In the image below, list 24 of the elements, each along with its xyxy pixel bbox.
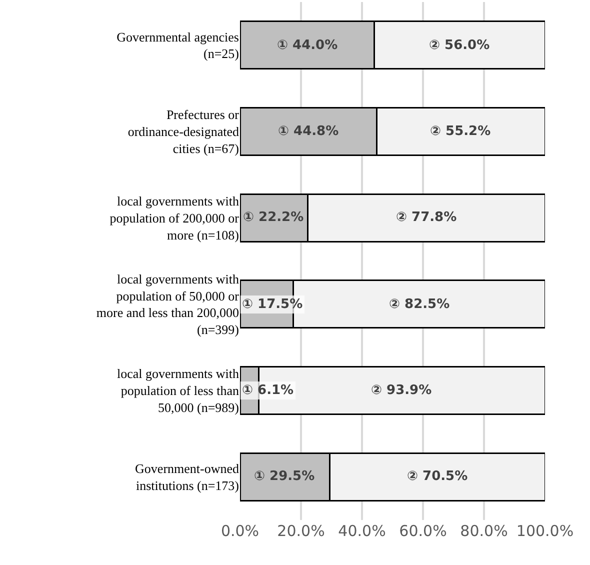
y-tick-label: Government-owned institutions (n=173)	[135, 460, 240, 493]
data-label: ② 56.0%	[429, 38, 490, 53]
data-label: ① 44.8%	[278, 124, 339, 139]
data-label: ② 82.5%	[389, 297, 450, 312]
x-tick-label: 0.0%	[220, 522, 260, 540]
x-tick-label: 40.0%	[338, 522, 386, 540]
data-label: ② 77.8%	[396, 210, 457, 225]
x-tick-label: 60.0%	[399, 522, 447, 540]
x-tick-label: 20.0%	[277, 522, 325, 540]
y-tick-label: Prefectures or ordinance-designated cities (n=67)	[128, 107, 240, 156]
data-label: ② 93.9%	[371, 383, 432, 398]
data-label: ① 22.2%	[243, 210, 304, 225]
data-label: ① 29.5%	[254, 469, 315, 484]
x-tick-label: 100.0%	[516, 522, 574, 540]
y-tick-label: local governments with population of 200,000 or more (n=108)	[110, 193, 240, 242]
x-tick-label: 80.0%	[460, 522, 508, 540]
y-tick-label: local governments with population of less than 50,000 (n=989)	[116, 366, 240, 415]
data-label: ② 55.2%	[430, 124, 491, 139]
data-label: ① 17.5%	[242, 297, 303, 312]
data-label: ① 6.1%	[242, 383, 294, 398]
data-label: ② 70.5%	[407, 469, 468, 484]
y-tick-label: Governmental agencies (n=25)	[116, 29, 239, 62]
y-tick-label: local governments with population of 50,000 or more and less than 200,000 (n=399)	[96, 271, 240, 338]
data-label: ① 44.0%	[277, 38, 338, 53]
